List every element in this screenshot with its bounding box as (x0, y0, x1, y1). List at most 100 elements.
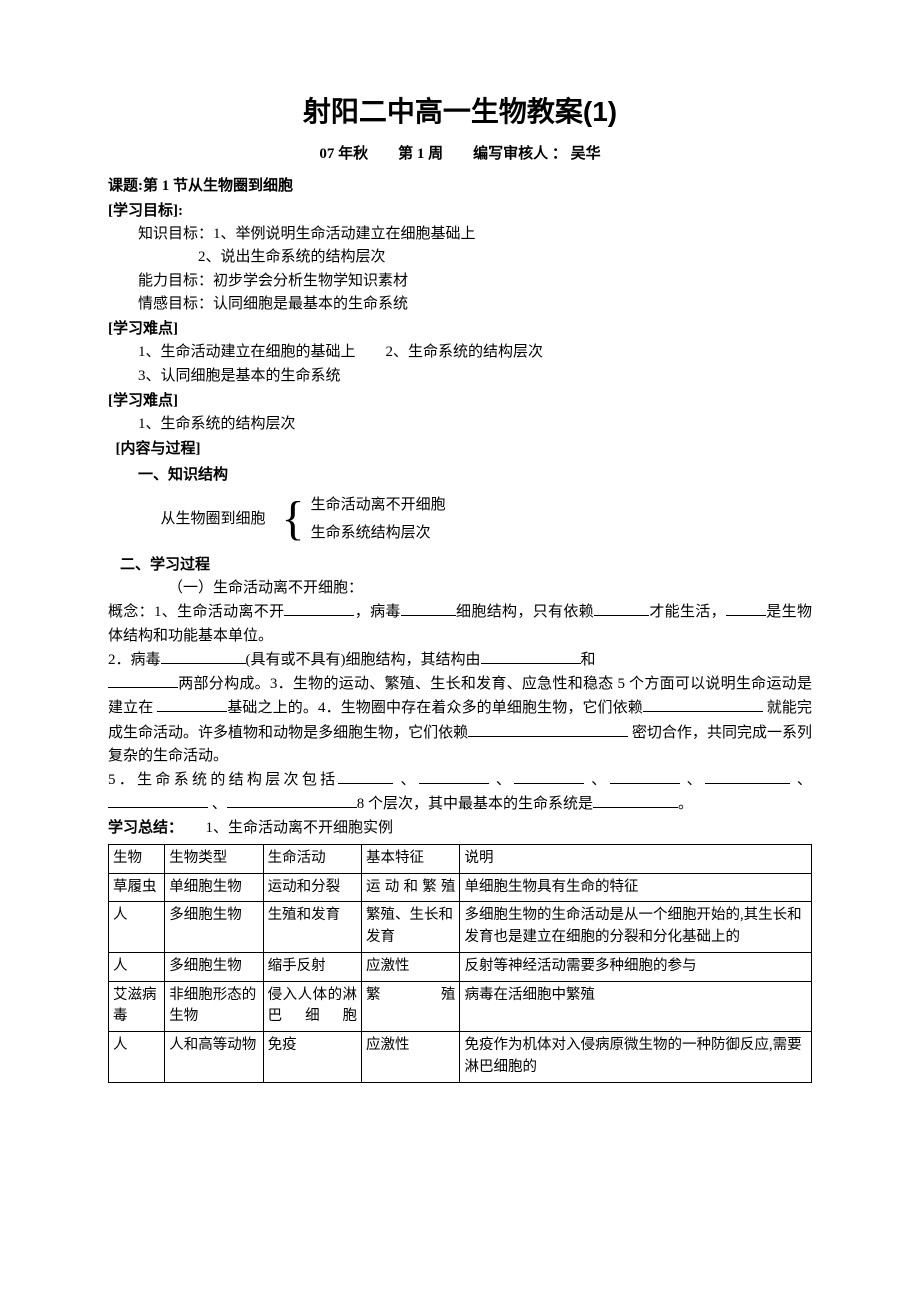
table-header-cell: 生物 (109, 844, 165, 873)
table-cell: 运动和繁殖 (362, 873, 460, 902)
fill-paragraph-3: 两部分构成。3．生物的运动、繁殖、生长和发育、应急性和稳态 5 个方面可以说明生… (108, 672, 812, 768)
blank (338, 768, 393, 784)
table-header-cell: 说明 (460, 844, 812, 873)
p1a: 概念：1、生命活动离不开 (108, 604, 284, 620)
blank (157, 696, 227, 712)
obj-knowledge-2: 2、说出生命系统的结构层次 (108, 246, 812, 269)
obj-knowledge-1: 知识目标：1、举例说明生命活动建立在细胞基础上 (108, 223, 812, 246)
table-cell: 人 (109, 952, 165, 981)
table-cell: 人 (109, 902, 165, 953)
summary-table: 生物生物类型生命活动基本特征说明草履虫单细胞生物运动和分裂运动和繁殖单细胞生物具… (108, 844, 812, 1083)
p1d: 才能生活， (649, 604, 726, 620)
table-cell: 人和高等动物 (165, 1032, 263, 1083)
table-row: 草履虫单细胞生物运动和分裂运动和繁殖单细胞生物具有生命的特征 (109, 873, 812, 902)
bracket-item-2: 生命系统结构层次 (311, 519, 446, 548)
difficulty-head-1: [学习难点] (108, 318, 812, 341)
table-cell: 繁殖、生长和发育 (362, 902, 460, 953)
sep: 、 (790, 772, 812, 788)
blank (481, 648, 581, 664)
p5a: 5．生命系统的结构层次包括 (108, 772, 338, 788)
objectives-head: [学习目标]: (108, 200, 812, 223)
blank (594, 600, 649, 616)
table-cell: 非细胞形态的生物 (165, 981, 263, 1032)
diff1-line1: 1、生命活动建立在细胞的基础上 2、生命系统的结构层次 (108, 341, 812, 364)
table-cell: 免疫作为机体对入侵病原微生物的一种防御反应,需要淋巴细胞的 (460, 1032, 812, 1083)
obj-emotion: 情感目标：认同细胞是最基本的生命系统 (108, 293, 812, 316)
blank (108, 792, 208, 808)
bracket-left-label: 从生物圈到细胞 (161, 508, 276, 531)
blank (108, 672, 178, 688)
blank (284, 600, 354, 616)
process-head: 二、学习过程 (108, 554, 812, 577)
struct-head: 一、知识结构 (108, 464, 812, 487)
blank (161, 648, 246, 664)
p2a: 2．病毒 (108, 652, 161, 668)
table-cell: 多细胞生物 (165, 902, 263, 953)
table-cell: 草履虫 (109, 873, 165, 902)
obj-ability: 能力目标：初步学会分析生物学知识素材 (108, 270, 812, 293)
table-cell: 病毒在活细胞中繁殖 (460, 981, 812, 1032)
p2b: (具有或不具有)细胞结构，其结构由 (246, 652, 481, 668)
table-cell: 应激性 (362, 952, 460, 981)
p1b: ，病毒 (354, 604, 400, 620)
knowledge-bracket: 从生物圈到细胞 { 生命活动离不开细胞 生命系统结构层次 (108, 491, 812, 548)
table-header-cell: 生命活动 (263, 844, 361, 873)
p2c: 和 (581, 652, 596, 668)
bracket-item-1: 生命活动离不开细胞 (311, 491, 446, 520)
sep: 、 (393, 772, 418, 788)
blank (705, 768, 790, 784)
sep: 、 (489, 772, 514, 788)
table-cell: 单细胞生物 (165, 873, 263, 902)
difficulty-head-2: [学习难点] (108, 390, 812, 413)
content-head: [内容与过程] (108, 438, 812, 461)
table-cell: 免疫 (263, 1032, 361, 1083)
table-cell: 应激性 (362, 1032, 460, 1083)
table-row: 人多细胞生物缩手反射应激性反射等神经活动需要多种细胞的参与 (109, 952, 812, 981)
table-cell: 缩手反射 (263, 952, 361, 981)
table-cell: 多细胞生物 (165, 952, 263, 981)
table-cell: 人 (109, 1032, 165, 1083)
table-cell: 运动和分裂 (263, 873, 361, 902)
p5dot: 。 (678, 796, 693, 812)
lesson-subtitle: 07 年秋 第 1 周 编写审核人 ： 吴华 (108, 143, 812, 166)
blank (610, 768, 680, 784)
sep: 、 (680, 772, 705, 788)
blank (468, 721, 628, 737)
blank (227, 792, 357, 808)
fill-paragraph-5: 5．生命系统的结构层次包括 、 、 、 、 、 、 8 个层次，其中最基本的生命系… (108, 768, 812, 817)
summary-bold: 学习总结： (108, 820, 176, 836)
p5end: 8 个层次，其中最基本的生命系统是 (357, 796, 593, 812)
blank (419, 768, 489, 784)
sep: 、 (584, 772, 609, 788)
table-row: 人人和高等动物免疫应激性免疫作为机体对入侵病原微生物的一种防御反应,需要淋巴细胞… (109, 1032, 812, 1083)
table-row: 人多细胞生物生殖和发育繁殖、生长和发育多细胞生物的生命活动是从一个细胞开始的,其… (109, 902, 812, 953)
diff2-line1: 1、生命系统的结构层次 (108, 413, 812, 436)
blank (643, 696, 763, 712)
summary-rest: 1、生命活动离不开细胞实例 (176, 820, 394, 836)
table-cell: 多细胞生物的生命活动是从一个细胞开始的,其生长和发育也是建立在细胞的分裂和分化基… (460, 902, 812, 953)
fill-paragraph-1: 概念：1、生命活动离不开，病毒细胞结构，只有依赖才能生活，是生物体结构和功能基本… (108, 600, 812, 648)
left-brace-icon: { (276, 495, 311, 543)
table-header-cell: 基本特征 (362, 844, 460, 873)
sep: 、 (208, 796, 227, 812)
blank (514, 768, 584, 784)
table-cell: 艾滋病毒 (109, 981, 165, 1032)
table-header-cell: 生物类型 (165, 844, 263, 873)
topic-line: 课题:第 1 节从生物圈到细胞 (108, 175, 812, 198)
table-cell: 侵入人体的淋巴细胞 (263, 981, 361, 1032)
summary-line: 学习总结： 1、生命活动离不开细胞实例 (108, 817, 812, 840)
fill-paragraph-2: 2．病毒 (具有或不具有)细胞结构，其结构由 和 (108, 648, 812, 672)
p1c: 细胞结构，只有依赖 (456, 604, 594, 620)
lesson-title: 射阳二中高一生物教案(1) (108, 90, 812, 133)
p3b: 基础之上的。4．生物圈中存在着众多的单细胞生物，它们依赖 (227, 700, 643, 716)
table-cell: 繁殖 (362, 981, 460, 1032)
blank (401, 600, 456, 616)
table-cell: 生殖和发育 (263, 902, 361, 953)
blank (726, 600, 766, 616)
diff1-line2: 3、认同细胞是基本的生命系统 (108, 365, 812, 388)
process-sub1: （一）生命活动离不开细胞： (108, 577, 812, 600)
table-row: 艾滋病毒非细胞形态的生物侵入人体的淋巴细胞繁殖病毒在活细胞中繁殖 (109, 981, 812, 1032)
blank (593, 792, 678, 808)
table-cell: 单细胞生物具有生命的特征 (460, 873, 812, 902)
table-cell: 反射等神经活动需要多种细胞的参与 (460, 952, 812, 981)
